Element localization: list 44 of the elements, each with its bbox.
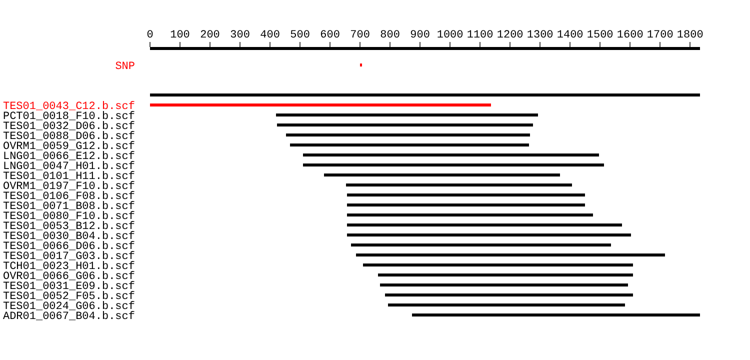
y-tick-label: SNP <box>115 60 136 73</box>
bar <box>347 214 594 216</box>
x-tick-label: 1000 <box>436 30 464 42</box>
bar <box>356 254 666 256</box>
x-tick-label: 0 <box>146 30 154 42</box>
x-tick-label: 500 <box>290 30 310 42</box>
y-tick-label: ADR01_0067_B04.b.scf <box>2 310 135 323</box>
bar <box>351 244 612 246</box>
bar <box>347 204 586 206</box>
bar <box>363 264 634 266</box>
bar <box>303 154 600 156</box>
x-tick-label: 1100 <box>466 30 494 42</box>
x-tick-label: 600 <box>320 30 340 42</box>
x-tick-label: 1600 <box>616 30 644 42</box>
bar <box>290 144 529 146</box>
x-tick-label: 700 <box>350 30 370 42</box>
bar <box>276 114 538 116</box>
bar <box>150 94 700 96</box>
x-tick-label: 1200 <box>496 30 524 42</box>
bar <box>150 104 492 106</box>
bar <box>388 304 625 306</box>
bar <box>346 184 572 186</box>
bar <box>347 234 631 236</box>
bar <box>378 274 634 276</box>
x-tick-label: 1500 <box>586 30 614 42</box>
bar <box>347 224 622 226</box>
x-tick-label: 1400 <box>556 30 584 42</box>
bar <box>324 174 560 176</box>
bar <box>412 314 700 316</box>
bar <box>303 164 604 166</box>
bar <box>276 124 534 126</box>
x-tick-label: 400 <box>260 30 280 42</box>
x-tick-label: 200 <box>200 30 220 42</box>
x-tick-label: 1300 <box>526 30 554 42</box>
bar <box>380 284 628 286</box>
x-tick-label: 1700 <box>646 30 674 42</box>
x-tick-label: 300 <box>230 30 250 42</box>
bar <box>347 194 586 196</box>
x-tick-label: 100 <box>170 30 190 42</box>
x-tick-label: 1800 <box>676 30 704 42</box>
bar <box>286 134 530 136</box>
x-tick-label: 900 <box>410 30 430 42</box>
x-tick-label: 800 <box>380 30 400 42</box>
bar <box>384 294 634 296</box>
